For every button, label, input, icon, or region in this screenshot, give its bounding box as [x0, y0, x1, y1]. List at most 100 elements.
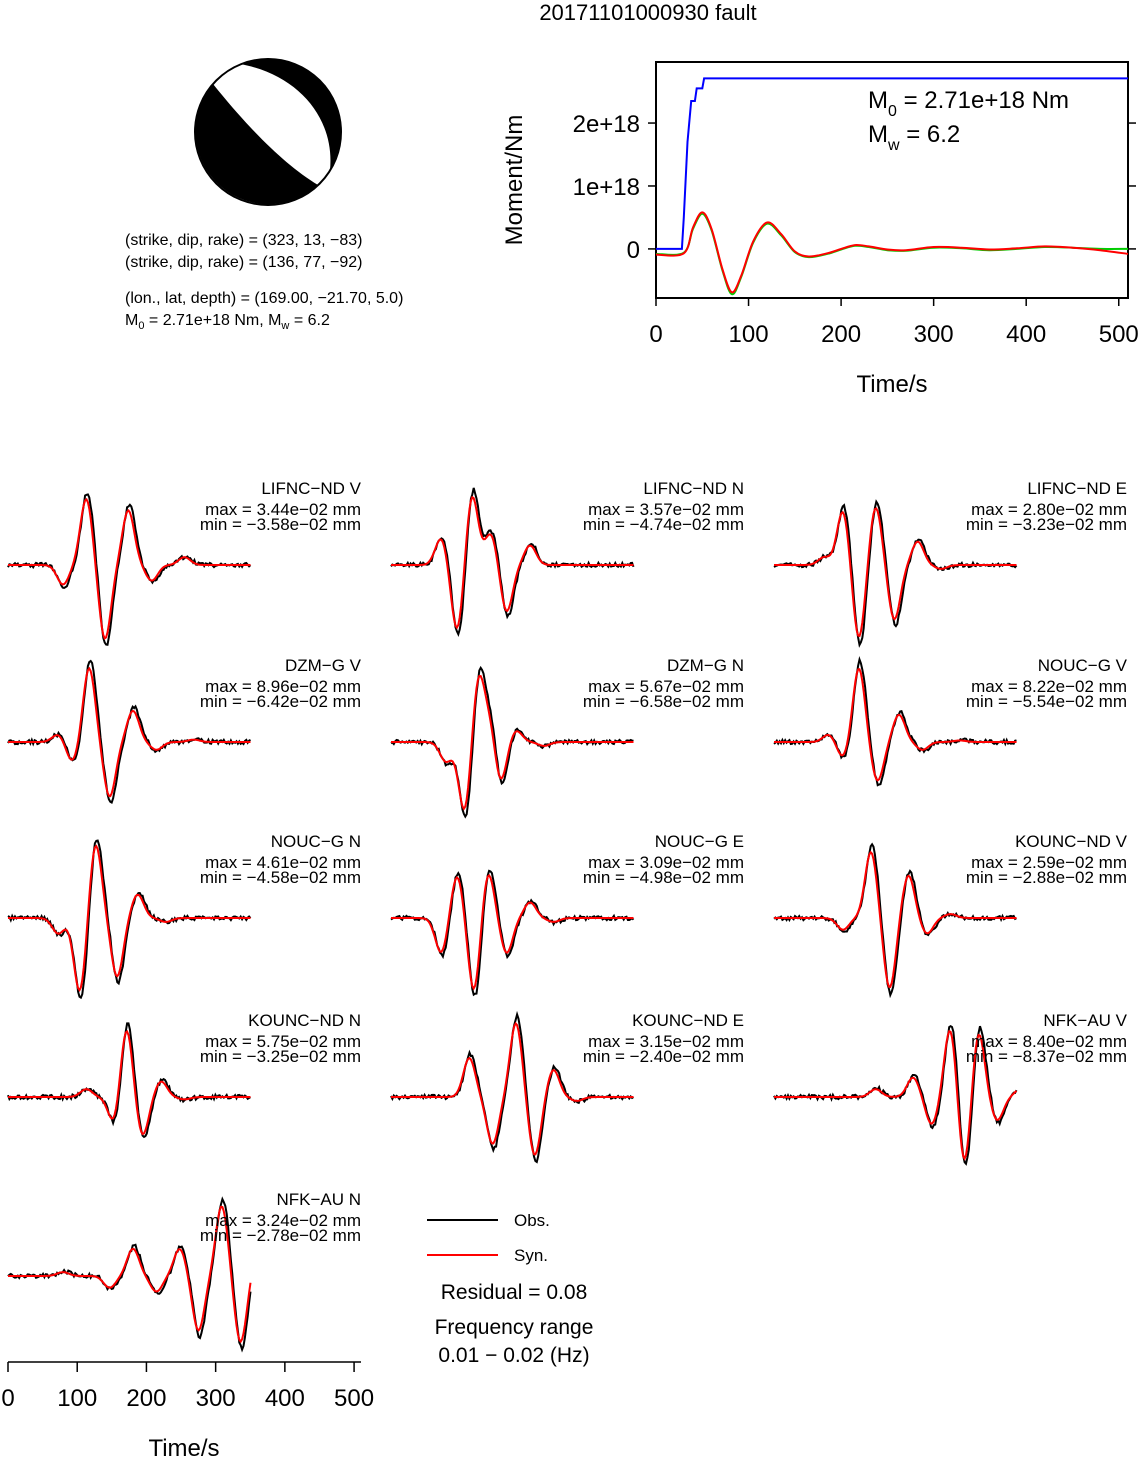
synthetic-trace [391, 873, 634, 991]
min-amplitude-label: min = −6.58e−02 mm [583, 692, 744, 711]
beachball [194, 58, 342, 206]
min-amplitude-label: min = −8.37e−02 mm [966, 1047, 1127, 1066]
synthetic-trace [391, 495, 634, 630]
moment-x-tick-label: 0 [649, 321, 662, 348]
min-amplitude-label: min = −2.40e−02 mm [583, 1047, 744, 1066]
moment-x-tick-label: 400 [1006, 321, 1046, 348]
station-label: NFK−AU N [276, 1190, 361, 1209]
synthetic-trace [774, 850, 1017, 989]
min-amplitude-label: min = −3.58e−02 mm [200, 515, 361, 534]
max-amplitude-label: max = 3.15e−02 mm [588, 1032, 744, 1051]
max-amplitude-label: max = 2.80e−02 mm [971, 500, 1127, 519]
station-label: NOUC−G V [1038, 656, 1128, 675]
synthetic-trace [774, 507, 1017, 638]
max-amplitude-label: max = 5.75e−02 mm [205, 1032, 361, 1051]
station-label: DZM−G V [285, 656, 362, 675]
moment-y-tick-label: 2e+18 [573, 111, 640, 138]
moment-x-axis: 0 100 200 300 400 500 [649, 298, 1139, 348]
plane1-text: (strike, dip, rake) = (323, 13, −83) [125, 232, 363, 249]
station-label: KOUNC−ND E [632, 1011, 744, 1030]
min-amplitude-label: min = −4.74e−02 mm [583, 515, 744, 534]
legend-syn-label: Syn. [514, 1246, 548, 1265]
waveform-x-label: Time/s [148, 1435, 219, 1458]
moment-text: M0 = 2.71e+18 Nm, Mw = 6.2 [125, 312, 330, 333]
frequency-range: 0.01 − 0.02 (Hz) [438, 1344, 589, 1367]
station-label: NFK−AU V [1043, 1011, 1127, 1030]
waveform-x-tick-label: 0 [1, 1385, 14, 1412]
max-amplitude-label: max = 3.09e−02 mm [588, 853, 744, 872]
moment-plot-frame [655, 61, 1129, 299]
station-label: NOUC−G E [655, 832, 744, 851]
legend-obs-label: Obs. [514, 1211, 550, 1230]
min-amplitude-label: min = −4.98e−02 mm [583, 868, 744, 887]
min-amplitude-label: min = −5.54e−02 mm [966, 692, 1127, 711]
station-label: LIFNC−ND V [261, 479, 361, 498]
residual-text: Residual = 0.08 [441, 1281, 588, 1304]
moment-series-line-0 [656, 77, 1128, 250]
synthetic-trace [774, 668, 1017, 782]
moment-y-tick-label: 0 [627, 237, 640, 264]
frequency-title: Frequency range [435, 1316, 594, 1339]
moment-rate-chart: 0 100 200 300 400 500 0 1e+18 2e+18 Time/s Mome… [501, 61, 1139, 398]
min-amplitude-label: min = −3.25e−02 mm [200, 1047, 361, 1066]
waveform-x-axis: 0 100 200 300 400 500 [1, 1361, 374, 1412]
station-label: KOUNC−ND N [248, 1011, 361, 1030]
moment-y-label: Moment/Nm [501, 115, 528, 246]
synthetic-trace [391, 1021, 634, 1156]
waveform-x-tick-label: 100 [57, 1385, 97, 1412]
min-amplitude-label: min = −2.88e−02 mm [966, 868, 1127, 887]
min-amplitude-label: min = −2.78e−02 mm [200, 1226, 361, 1245]
waveform-x-tick-label: 500 [334, 1385, 374, 1412]
synthetic-trace [774, 1030, 1018, 1161]
moment-y-axis: 0 1e+18 2e+18 [573, 111, 1136, 264]
min-amplitude-label: min = −3.23e−02 mm [966, 515, 1127, 534]
moment-y-tick-label: 1e+18 [573, 174, 640, 201]
moment-x-tick-label: 300 [914, 321, 954, 348]
moment-x-tick-label: 200 [821, 321, 861, 348]
max-amplitude-label: max = 4.61e−02 mm [205, 853, 361, 872]
moment-series-group [655, 77, 1129, 296]
station-label: KOUNC−ND V [1015, 832, 1128, 851]
location-text: (lon., lat, depth) = (169.00, −21.70, 5.… [125, 290, 404, 307]
station-label: LIFNC−ND N [643, 479, 744, 498]
synthetic-trace [8, 844, 251, 993]
observed-trace [390, 869, 635, 997]
min-amplitude-label: min = −6.42e−02 mm [200, 692, 361, 711]
moment-x-tick-label: 500 [1099, 321, 1139, 348]
waveform-x-tick-label: 300 [196, 1385, 236, 1412]
synthetic-trace [391, 674, 634, 811]
max-amplitude-label: max = 3.44e−02 mm [205, 500, 361, 519]
max-amplitude-label: max = 3.24e−02 mm [205, 1211, 361, 1230]
station-label: NOUC−G N [271, 832, 361, 851]
moment-x-tick-label: 100 [729, 321, 769, 348]
synthetic-trace [8, 666, 251, 798]
max-amplitude-label: max = 3.57e−02 mm [588, 500, 744, 519]
station-label: LIFNC−ND E [1027, 479, 1127, 498]
plane2-text: (strike, dip, rake) = (136, 77, −92) [125, 254, 363, 271]
figure-title: 20171101000930 fault [539, 0, 756, 25]
max-amplitude-label: max = 8.40e−02 mm [971, 1032, 1127, 1051]
moment-annotation-m0: M0 = 2.71e+18 Nm [868, 87, 1069, 120]
waveform-x-tick-label: 200 [126, 1385, 166, 1412]
max-amplitude-label: max = 2.59e−02 mm [971, 853, 1127, 872]
moment-x-label: Time/s [856, 371, 927, 398]
max-amplitude-label: max = 5.67e−02 mm [588, 677, 744, 696]
max-amplitude-label: max = 8.96e−02 mm [205, 677, 361, 696]
legend: Obs. Syn. Residual = 0.08 Frequency rang… [427, 1211, 593, 1367]
synthetic-trace [8, 497, 251, 640]
